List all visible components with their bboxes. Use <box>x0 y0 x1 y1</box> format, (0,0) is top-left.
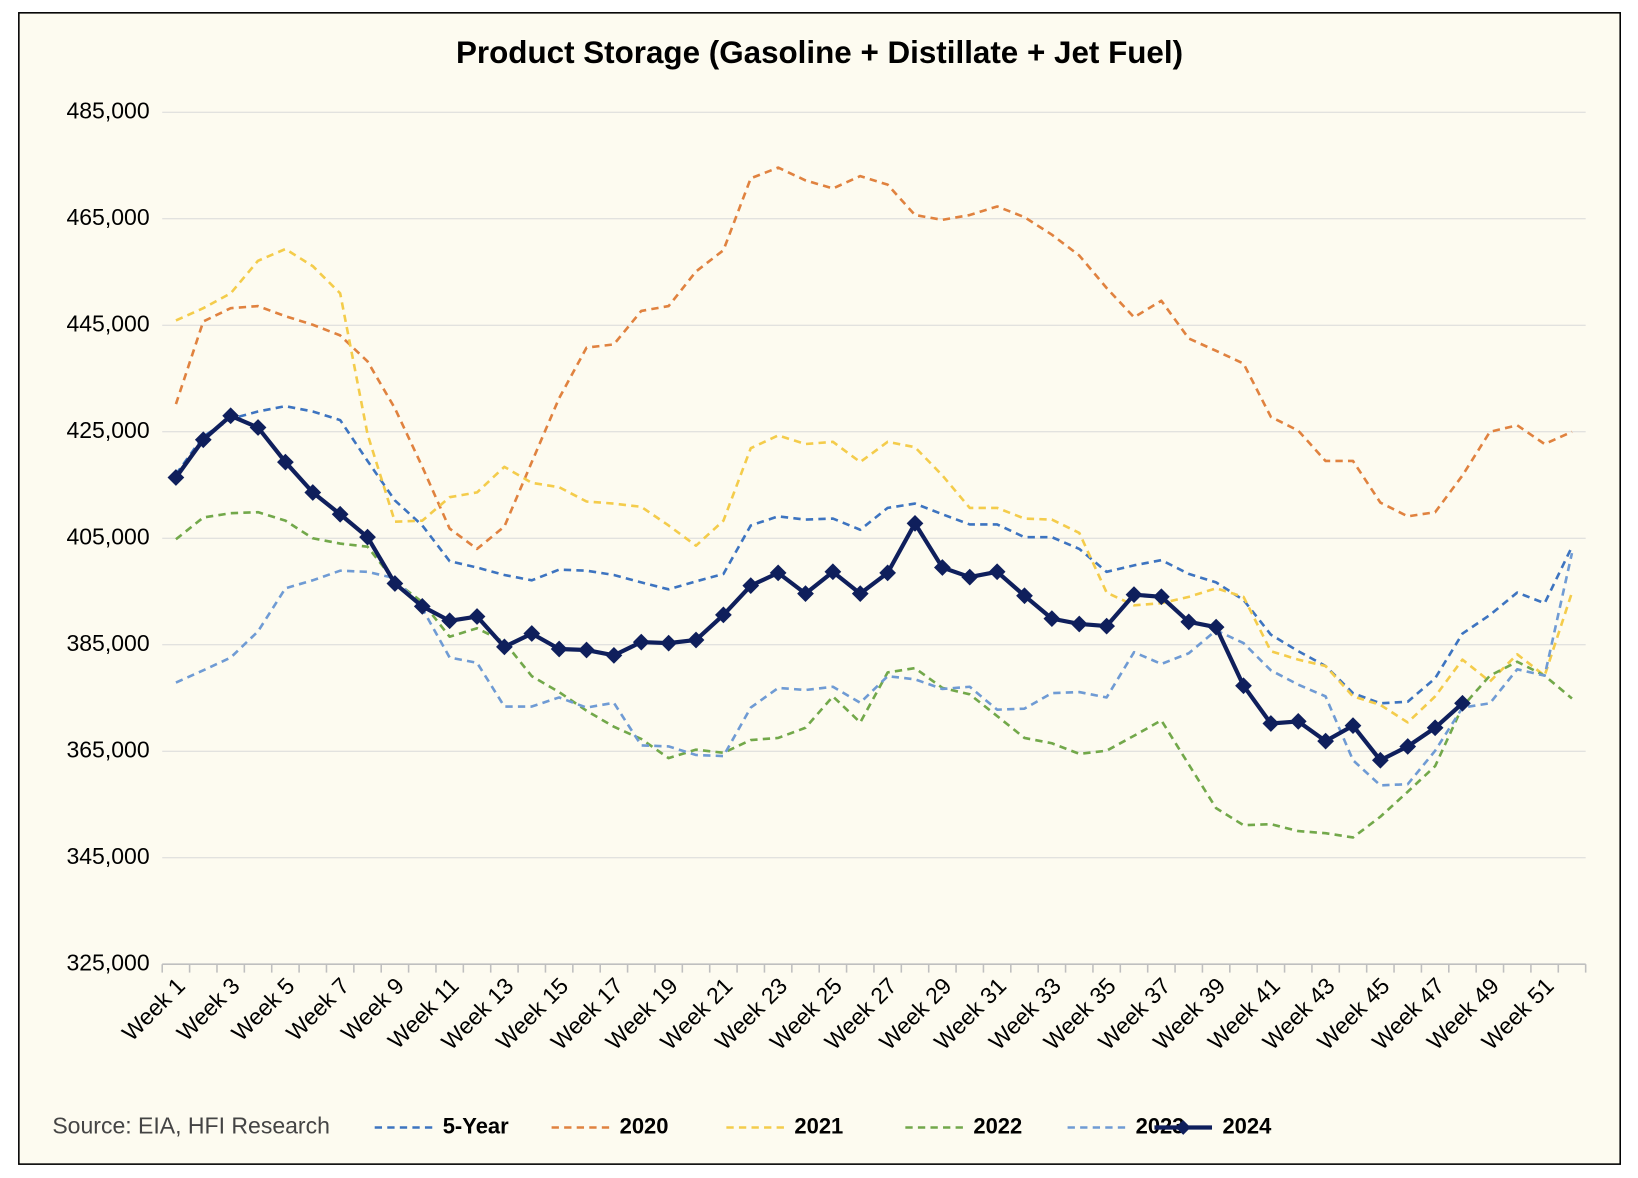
data-point <box>687 631 705 649</box>
y-tick-label: 465,000 <box>66 204 149 230</box>
data-point <box>605 647 623 664</box>
data-point <box>1371 751 1389 769</box>
data-point <box>742 577 760 595</box>
data-point <box>496 638 513 656</box>
data-point <box>797 585 814 602</box>
chart-title: Product Storage (Gasoline + Distillate +… <box>456 35 1183 70</box>
data-point <box>660 634 678 652</box>
data-point <box>879 564 897 582</box>
legend-label: 2024 <box>1222 1113 1272 1138</box>
data-point <box>988 563 1006 581</box>
data-point <box>934 559 951 576</box>
data-point <box>1153 588 1170 606</box>
data-point <box>468 608 486 625</box>
data-point <box>413 598 431 615</box>
data-point <box>1098 617 1115 635</box>
data-point <box>1399 738 1417 755</box>
data-point <box>277 453 294 471</box>
y-tick-label: 485,000 <box>66 97 149 123</box>
data-point <box>1262 715 1280 732</box>
data-point <box>550 640 568 658</box>
series-line <box>174 404 1574 705</box>
data-point <box>304 484 322 501</box>
legend-label: 2022 <box>973 1113 1022 1138</box>
data-point <box>715 606 732 624</box>
data-point <box>222 407 240 425</box>
data-point <box>632 633 650 651</box>
data-point <box>769 564 787 582</box>
data-point <box>194 431 212 449</box>
y-tick-label: 325,000 <box>66 949 149 975</box>
y-tick-label: 385,000 <box>66 630 149 656</box>
y-tick-label: 445,000 <box>66 310 149 336</box>
y-tick-label: 365,000 <box>66 736 149 762</box>
legend-label: 2020 <box>620 1113 669 1138</box>
data-point <box>1043 610 1061 628</box>
y-tick-label: 425,000 <box>66 417 149 443</box>
data-point <box>331 505 349 523</box>
data-point <box>961 568 979 586</box>
data-point <box>824 563 842 581</box>
data-point <box>523 625 541 642</box>
data-point <box>1426 719 1444 737</box>
data-point <box>386 575 404 592</box>
data-point <box>167 469 185 486</box>
series-line <box>174 413 1464 763</box>
data-point <box>359 528 376 546</box>
data-point <box>1070 615 1088 633</box>
series-line <box>174 166 1573 551</box>
data-point <box>578 641 595 659</box>
data-point <box>851 585 869 602</box>
series-line <box>175 247 1574 724</box>
y-tick-label: 405,000 <box>66 523 149 549</box>
legend-label: 5-Year <box>443 1113 509 1138</box>
data-point <box>906 514 924 532</box>
source-note: Source: EIA, HFI Research <box>52 1113 330 1139</box>
data-point <box>441 612 459 630</box>
legend-label: 2021 <box>794 1113 843 1138</box>
data-point <box>249 419 267 436</box>
data-point <box>1125 586 1143 604</box>
y-tick-label: 345,000 <box>66 843 149 869</box>
